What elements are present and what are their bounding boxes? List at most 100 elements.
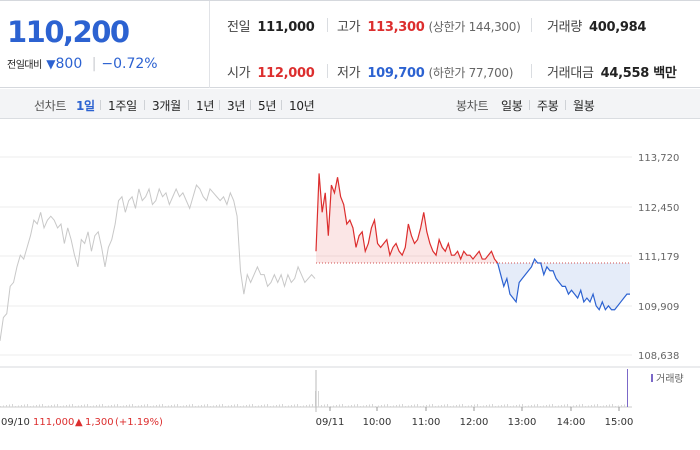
- volume-bar: [57, 404, 58, 407]
- price-chart: 113,720 112,450 111,179 109,909 108,638 …: [0, 153, 700, 428]
- volume-bar: [162, 404, 163, 407]
- monthly-candle-button[interactable]: 월봉: [573, 99, 595, 113]
- quote-header: 110,200 전일대비 ▼800 | −0.72% 전일 111,000 시가 11…: [0, 0, 700, 88]
- volume-bar: [198, 405, 199, 407]
- volume-bar: [564, 404, 565, 407]
- volume-bar: [324, 404, 325, 407]
- x-tick-label: 14:00: [557, 417, 586, 428]
- volume-bar: [285, 406, 286, 407]
- x-tick-label: 09/11: [316, 417, 345, 428]
- y-tick-label: 108,638: [638, 351, 679, 362]
- volume-bar: [45, 406, 46, 407]
- x-tick-label: 13:00: [508, 417, 537, 428]
- volume-bar: [327, 404, 328, 407]
- volume-bar: [63, 405, 64, 407]
- volume-bar: [18, 405, 19, 407]
- volume-bar: [279, 404, 280, 407]
- open-price: 시가 112,000: [227, 62, 315, 81]
- period-3m-button[interactable]: 3개월: [152, 99, 181, 113]
- divider: [531, 64, 532, 78]
- volume-bar: [576, 405, 577, 407]
- volume-bar: [537, 404, 538, 407]
- volume-bar: [345, 406, 346, 407]
- volume-bar: [105, 406, 106, 407]
- volume-bar: [48, 405, 49, 407]
- volume-bar: [75, 406, 76, 407]
- volume-bar: [123, 405, 124, 407]
- volume-bar: [519, 404, 520, 407]
- period-3y-button[interactable]: 3년: [227, 99, 246, 113]
- volume-bar: [483, 405, 484, 407]
- volume-bar: [210, 406, 211, 407]
- quote-stats: 전일 111,000 시가 112,000 고가 113,300 (상한가 144,30…: [210, 1, 700, 88]
- volume-bar: [141, 405, 142, 407]
- period-1d-button[interactable]: 1일: [76, 99, 95, 113]
- volume-bar: [462, 404, 463, 407]
- divider: [565, 100, 566, 110]
- volume-label: 거래량: [547, 20, 582, 35]
- volume-bar: [150, 406, 151, 407]
- y-tick-label: 112,450: [638, 203, 679, 214]
- high-label: 고가: [337, 20, 361, 35]
- divider: |: [91, 56, 97, 72]
- volume-bar: [291, 405, 292, 407]
- volume-bar: [42, 404, 43, 407]
- volume-bar: [468, 405, 469, 407]
- volume-bar: [183, 405, 184, 407]
- volume-bar: [156, 405, 157, 407]
- volume-bar: [360, 406, 361, 407]
- price-line-above-ref: [315, 173, 499, 264]
- period-1w-button[interactable]: 1주일: [108, 99, 137, 113]
- volume-bar: [612, 404, 613, 407]
- volume-value: 400,984: [588, 20, 647, 35]
- volume-bar: [552, 404, 553, 407]
- volume-bar: [480, 406, 481, 407]
- volume-bar: [597, 404, 598, 407]
- volume-bar: [348, 405, 349, 407]
- volume-bar: [522, 404, 523, 407]
- volume-bar: [624, 404, 625, 407]
- volume-bar: [12, 404, 13, 407]
- volume-bar: [276, 405, 277, 407]
- volume-bar: [165, 406, 166, 407]
- volume-bar: [558, 405, 559, 407]
- volume-bar: [387, 404, 388, 407]
- volume-bar: [33, 405, 34, 407]
- volume-bar: [219, 404, 220, 407]
- daily-candle-button[interactable]: 일봉: [501, 99, 523, 113]
- volume-bar: [609, 404, 610, 407]
- volume-bar: [192, 404, 193, 407]
- volume-bar: [447, 404, 448, 407]
- volume-bar: [78, 405, 79, 407]
- volume-bar: [399, 404, 400, 407]
- volume-bar: [354, 404, 355, 407]
- volume-bar: [549, 404, 550, 407]
- period-10y-button[interactable]: 10년: [289, 99, 315, 113]
- prev-close-label: 전일: [227, 20, 251, 35]
- low-price: 저가 109,700 (하한가 77,700): [337, 62, 513, 81]
- current-price: 110,200: [7, 15, 130, 49]
- volume-bar: [381, 405, 382, 407]
- volume-bar: [15, 406, 16, 407]
- volume-bar: [222, 404, 223, 407]
- divider: [531, 18, 532, 32]
- volume-bar: [456, 405, 457, 407]
- volume-bar: [72, 404, 73, 407]
- period-1y-button[interactable]: 1년: [196, 99, 215, 113]
- volume-bar: [6, 405, 7, 407]
- volume-bar: [432, 404, 433, 407]
- volume-bar: [228, 405, 229, 407]
- prev-day-price-line: [0, 184, 316, 341]
- period-5y-button[interactable]: 5년: [258, 99, 277, 113]
- volume-bar: [588, 405, 589, 407]
- volume-bar: [93, 405, 94, 407]
- volume-bar: [573, 405, 574, 407]
- volume-bar: [294, 404, 295, 407]
- volume-bar: [258, 405, 259, 407]
- volume-bar: [534, 404, 535, 407]
- volume-bar: [207, 404, 208, 407]
- weekly-candle-button[interactable]: 주봉: [537, 99, 559, 113]
- volume-bar: [255, 406, 256, 407]
- volume-bar: [126, 405, 127, 407]
- volume-bar: [303, 405, 304, 407]
